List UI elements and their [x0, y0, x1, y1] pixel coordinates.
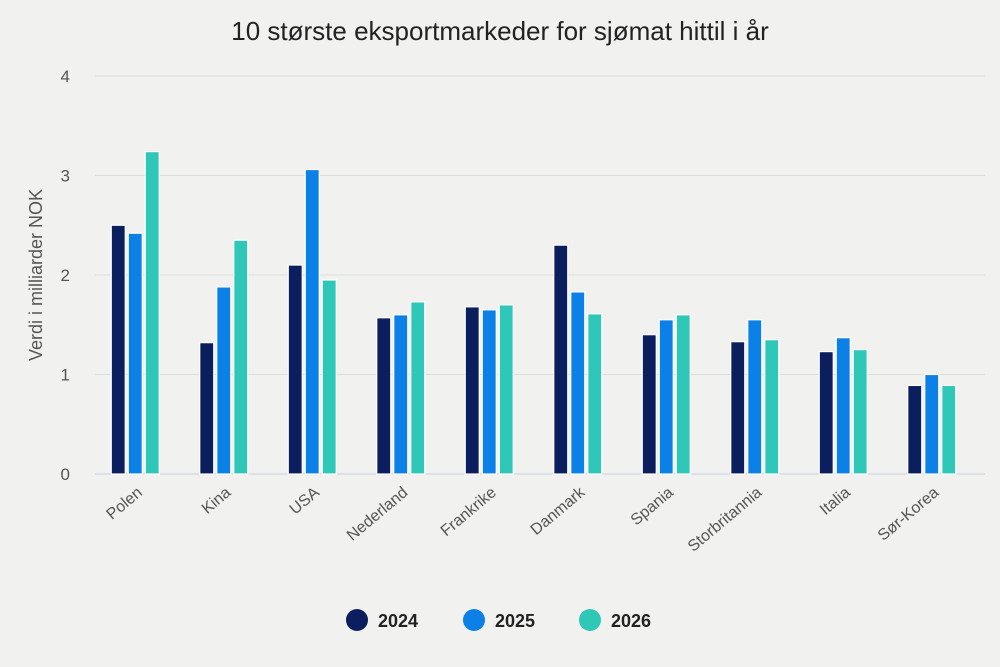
bar-2026 [852, 349, 868, 475]
bar-2024 [110, 224, 126, 475]
x-tick-label: Danmark [528, 483, 589, 538]
x-tick-label: Storbritannia [685, 484, 765, 555]
bar-2025 [481, 309, 497, 475]
bar-2024 [641, 334, 657, 475]
y-axis-label: Verdi i milliarder NOK [26, 189, 46, 361]
bar-2024 [553, 244, 569, 475]
y-tick-label: 4 [61, 67, 70, 86]
bar-2024 [376, 317, 392, 475]
bar-2025 [924, 373, 940, 475]
bar-2026 [233, 239, 249, 475]
bar-2026 [498, 304, 514, 475]
x-tick-label: Nederland [344, 484, 411, 544]
x-tick-label: Frankrike [438, 484, 500, 540]
bar-2026 [410, 301, 426, 475]
bar-2024 [199, 342, 215, 475]
bar-2026 [941, 384, 957, 475]
y-tick-label: 2 [61, 266, 70, 285]
bar-2026 [764, 339, 780, 475]
bar-2024 [907, 384, 923, 475]
bar-2024 [464, 306, 480, 475]
bar-2024 [818, 351, 834, 475]
bar-2025 [658, 319, 674, 475]
bar-2025 [570, 291, 586, 475]
bar-2025 [393, 314, 409, 475]
bar-2025 [127, 232, 143, 475]
x-tick-label: USA [287, 484, 323, 518]
y-tick-label: 0 [61, 465, 70, 484]
legend-label: 2025 [495, 611, 535, 631]
chart-title: 10 største eksportmarkeder for sjømat hi… [231, 16, 769, 46]
bar-2025 [304, 168, 320, 475]
bar-2026 [587, 313, 603, 475]
x-tick-label: Kina [199, 484, 235, 518]
bar-2026 [321, 279, 337, 475]
legend-label: 2024 [378, 611, 418, 631]
x-tick-label: Sør-Korea [875, 484, 943, 545]
bar-2024 [287, 264, 303, 475]
bar-2026 [675, 314, 691, 475]
x-tick-label: Spania [628, 484, 677, 529]
legend-label: 2026 [611, 611, 651, 631]
bar-2025 [747, 319, 763, 475]
bar-2026 [144, 151, 160, 475]
bar-2024 [730, 341, 746, 475]
y-tick-label: 1 [61, 366, 70, 385]
legend-marker-2024 [346, 609, 368, 631]
bar-2025 [835, 337, 851, 475]
y-tick-label: 3 [61, 167, 70, 186]
legend-marker-2025 [463, 609, 485, 631]
x-tick-label: Italia [817, 484, 854, 519]
legend-marker-2026 [579, 609, 601, 631]
bar-2025 [216, 286, 232, 475]
x-tick-label: Polen [104, 484, 146, 523]
